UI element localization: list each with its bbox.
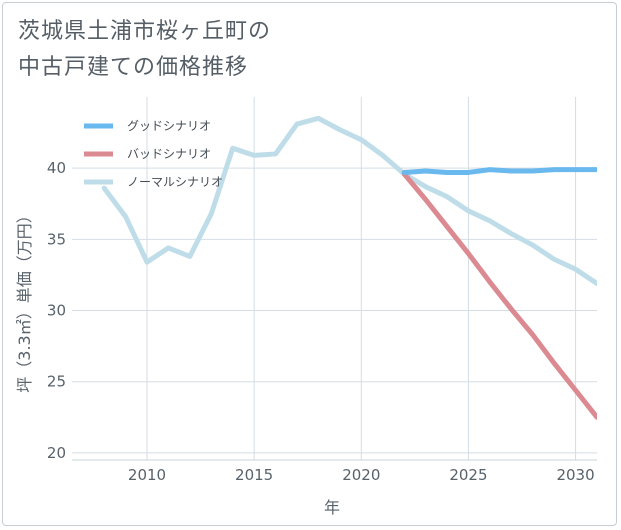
legend-label: バッドシナリオ xyxy=(127,147,211,161)
x-tick-label: 2015 xyxy=(235,466,273,484)
x-tick-labels: 2010 2015 2020 2025 2030 xyxy=(128,466,595,484)
chart-title-line2: 中古戸建ての価格推移 xyxy=(18,55,249,80)
y-tick-label: 20 xyxy=(47,444,66,462)
series-line-1 xyxy=(401,171,597,420)
chart-title: 茨城県土浦市桜ヶ丘町の 中古戸建ての価格推移 xyxy=(18,14,578,86)
y-tick-labels: 20 25 30 35 40 xyxy=(47,159,66,462)
x-tick-label: 2025 xyxy=(449,466,487,484)
legend-label: ノーマルシナリオ xyxy=(127,175,223,189)
x-axis-label: 年 xyxy=(324,498,340,517)
y-axis-label: 坪（3.3㎡）単価（万円） xyxy=(15,207,34,392)
x-tick-label: 2020 xyxy=(342,466,380,484)
chart-title-line1: 茨城県土浦市桜ヶ丘町の xyxy=(18,19,272,44)
y-tick-label: 35 xyxy=(47,230,66,248)
y-tick-label: 30 xyxy=(47,302,66,320)
series-line-0 xyxy=(401,167,597,175)
x-tick-label: 2030 xyxy=(556,466,594,484)
series-line-2 xyxy=(101,115,597,286)
x-tick-label: 2010 xyxy=(128,466,166,484)
y-tick-label: 40 xyxy=(47,159,66,177)
legend-label: グッドシナリオ xyxy=(127,119,211,133)
series-lines xyxy=(101,115,597,420)
chart-frame xyxy=(2,2,617,526)
y-tick-label: 25 xyxy=(47,373,66,391)
